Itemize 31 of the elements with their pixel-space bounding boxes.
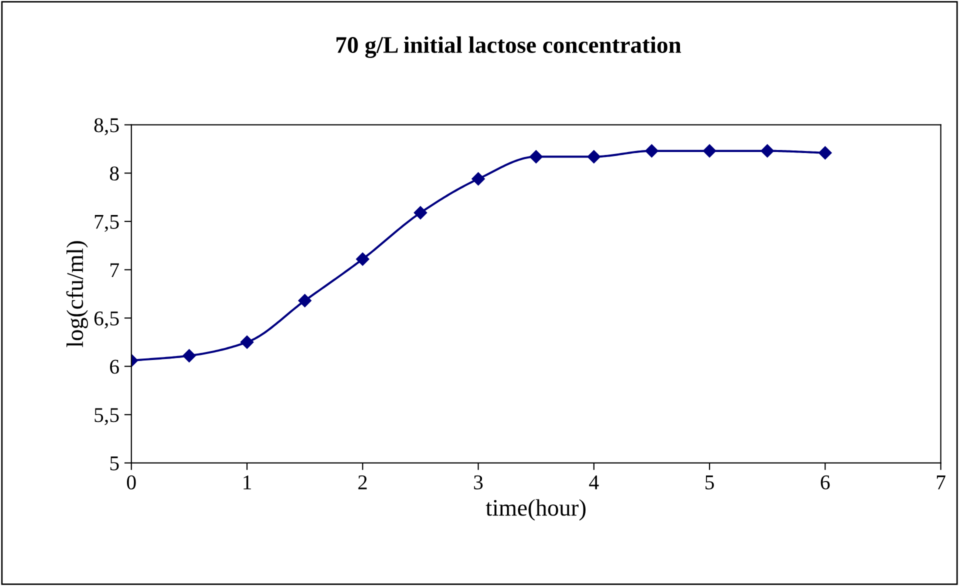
y-tick-label: 8 (110, 166, 119, 181)
point (818, 146, 832, 160)
point (529, 150, 543, 164)
point (298, 294, 312, 308)
x-tick-label: 1 (244, 475, 251, 490)
x-tick-label: 4 (589, 475, 599, 490)
y-tick-label: 7,5 (94, 215, 119, 232)
x-tick-label: 5 (706, 476, 714, 490)
point (645, 144, 658, 158)
chart-title: 70 g/L initial lactose concentration (336, 36, 682, 58)
x-tick-label: 2 (358, 475, 367, 490)
y-tick-label: 7 (110, 263, 119, 277)
point (240, 336, 254, 349)
point (587, 150, 600, 164)
y-tick-label: 5,5 (94, 408, 119, 426)
x-tick-label: 6 (820, 475, 830, 490)
y-axis-title: log(cfu/ml) (66, 241, 88, 348)
point (760, 144, 774, 158)
point (182, 349, 196, 362)
point (356, 252, 370, 266)
point (472, 172, 485, 186)
point (702, 144, 716, 158)
y-tick-label: 6 (110, 360, 119, 374)
point (414, 206, 428, 220)
x-tick-label: 0 (126, 475, 136, 490)
y-tick-label: 6,5 (94, 311, 119, 328)
x-axis-title: time(hour) (486, 499, 586, 521)
y-tick-label: 5 (110, 456, 119, 470)
x-tick-label: 7 (936, 476, 946, 490)
y-tick-label: 8,5 (94, 118, 119, 136)
x-tick-label: 3 (474, 475, 483, 490)
